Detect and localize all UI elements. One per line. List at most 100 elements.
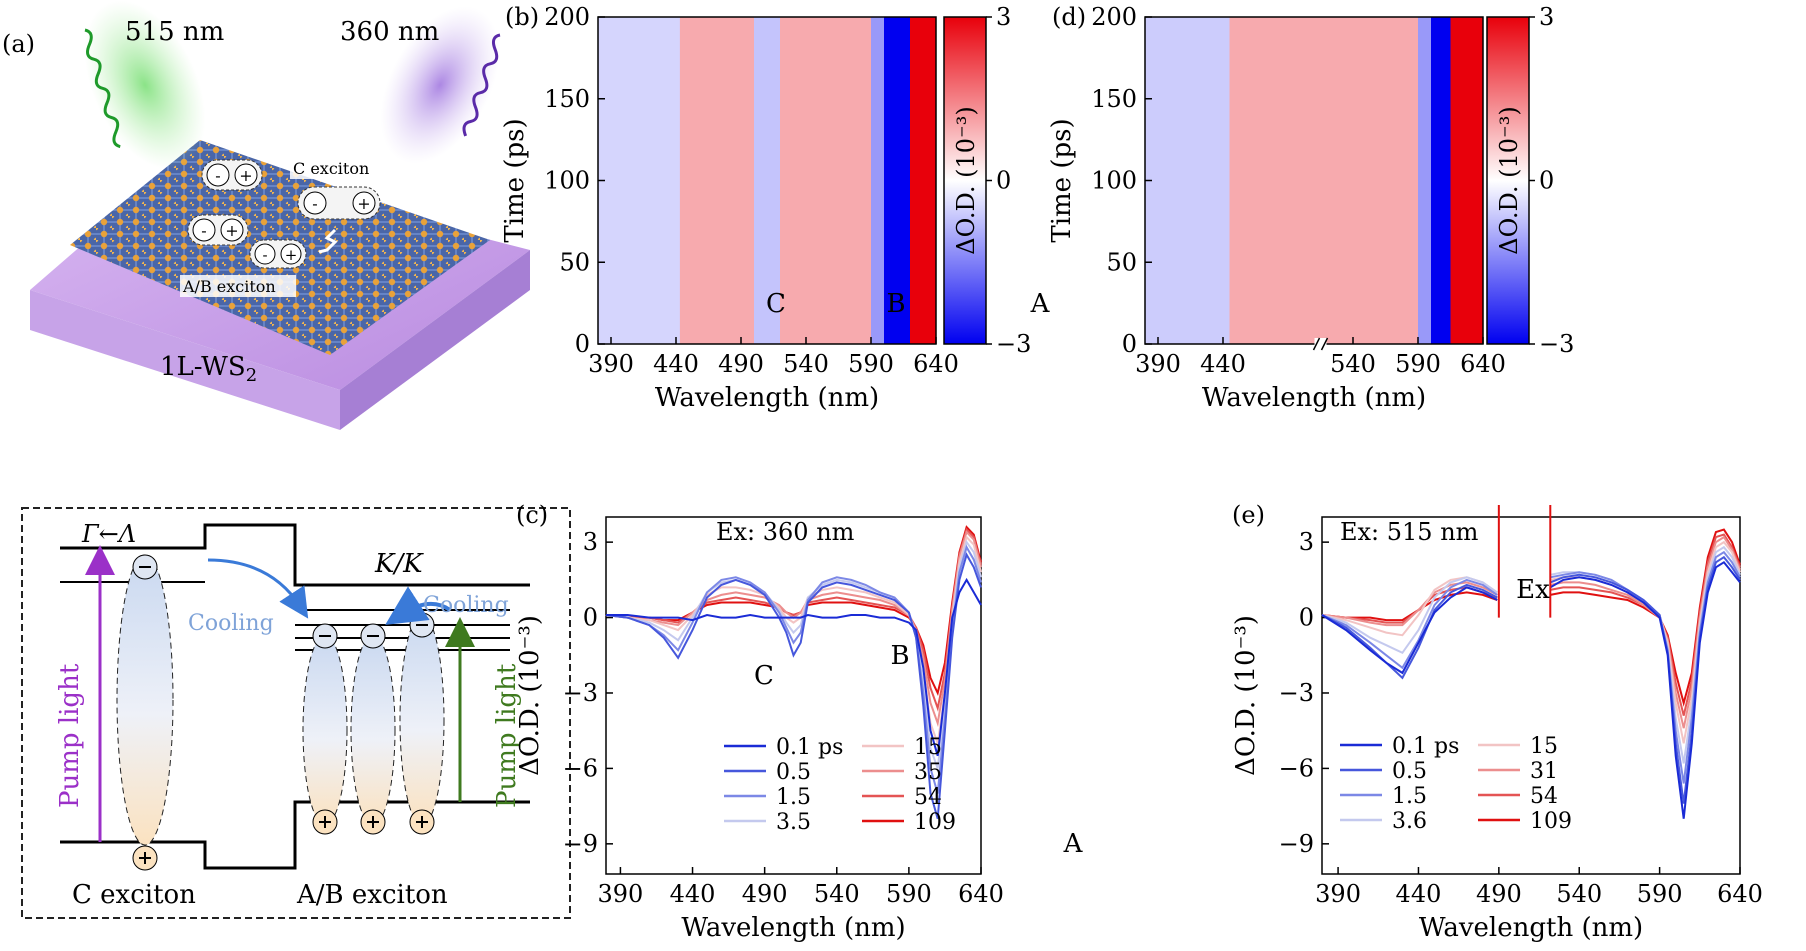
heatmap-band xyxy=(884,17,911,344)
y-tick-label: 0 xyxy=(575,330,590,358)
ab-exciton-oval-2 xyxy=(350,634,396,826)
series-line xyxy=(606,577,982,757)
y-tick-label: −9 xyxy=(1279,830,1314,858)
hole-sign: + xyxy=(357,194,370,213)
y-tick-label: 0 xyxy=(583,604,598,632)
electron-sign: - xyxy=(201,221,206,240)
x-tick-label: 490 xyxy=(718,350,764,378)
cooling-arrow-left xyxy=(207,558,309,619)
exciton-pair-1: - + xyxy=(201,159,263,191)
x-tick-label: 390 xyxy=(1135,350,1181,378)
axis-break-mark xyxy=(1320,337,1329,351)
heatmap-band xyxy=(871,17,885,344)
heatmap-band xyxy=(780,17,872,344)
y-tick-label: −6 xyxy=(563,754,598,782)
legend-label: 15 xyxy=(914,735,942,760)
ab-exciton-oval-3 xyxy=(399,614,445,826)
exciton-pair-3: - + xyxy=(249,239,307,269)
beam-360-label: 360 nm xyxy=(340,17,439,47)
y-axis-label: Time (ps) xyxy=(1047,118,1077,242)
y-tick-label: −3 xyxy=(1279,679,1314,707)
y-tick-label: −3 xyxy=(563,679,598,707)
y-tick-label: 50 xyxy=(1106,248,1137,276)
x-tick-label: 440 xyxy=(670,880,716,908)
legend-label: 1.5 xyxy=(1392,784,1427,809)
substrate-side xyxy=(340,250,530,430)
x-tick-label: 490 xyxy=(1476,880,1522,908)
peak-annotation: B xyxy=(886,289,905,319)
y-axis-label: Time (ps) xyxy=(500,118,530,242)
chart-e-spectra: (e) 390 440 490 540 590 640 −9 −6 −3 0 3 Wavelength … xyxy=(1231,501,1763,943)
colorbar-label: ΔO.D. (10⁻³) xyxy=(952,106,980,254)
purple-beam-glow xyxy=(380,6,500,164)
green-beam-glow xyxy=(84,0,206,170)
band-diagram: Γ←Λ K/K Cooling Cooling Pump light Pump … xyxy=(21,507,571,919)
colorbar-tick-label: 0 xyxy=(1539,167,1554,195)
cooling-arrow-right xyxy=(385,586,452,625)
legend-label: 3.5 xyxy=(776,810,811,835)
substrate-front xyxy=(30,290,340,430)
series-line xyxy=(605,539,982,769)
c-exciton-tag: C exciton xyxy=(293,159,369,178)
legend-label: 109 xyxy=(914,810,956,835)
x-tick-label: 590 xyxy=(1637,880,1683,908)
y-axis-label: ΔO.D. (10⁻³) xyxy=(1231,615,1261,776)
c-exciton-oval xyxy=(116,554,174,846)
chart-b-heatmap: (b) 390 440 490 540 590 640 0 50 100 150 200 Wavelen… xyxy=(500,3,1051,413)
x-tick-label: 390 xyxy=(588,350,634,378)
heatmap-band xyxy=(679,17,755,344)
legend-label: 0.1 ps xyxy=(776,735,843,760)
x-tick-label: 540 xyxy=(1330,350,1376,378)
x-tick-label: 440 xyxy=(1200,350,1246,378)
y-tick-label: −6 xyxy=(1279,754,1314,782)
peak-annotation: C xyxy=(754,661,774,691)
relaxation-arrow-icon xyxy=(318,228,338,254)
x-tick-label: 590 xyxy=(848,350,894,378)
colorbar-tick-label: −3 xyxy=(1539,330,1574,358)
ab-exciton-oval-1 xyxy=(302,634,348,826)
hole-sign: + xyxy=(239,166,252,185)
c-exciton-pair: - + xyxy=(297,186,381,220)
panel-a-illustration: (a) 515 nm 360 nm - + - + xyxy=(2,0,530,430)
hole-sign: + xyxy=(285,246,298,264)
chart-title: Ex: 360 nm xyxy=(716,518,855,546)
legend-label: 0.1 ps xyxy=(1392,734,1459,759)
exciton-pair-2: - + xyxy=(187,214,249,246)
panel-label: (e) xyxy=(1232,501,1265,529)
x-axis-label: Wavelength (nm) xyxy=(1202,383,1426,413)
peak-annotation: C xyxy=(766,289,786,319)
hole-sign: + xyxy=(225,221,238,240)
y-tick-label: 100 xyxy=(1091,167,1137,195)
x-axis-label: Wavelength (nm) xyxy=(655,383,879,413)
y-tick-label: 3 xyxy=(583,528,598,556)
y-axis-label: ΔO.D. (10⁻³) xyxy=(515,615,545,776)
peak-annotation: Ex xyxy=(1516,575,1550,605)
panel-label: (d) xyxy=(1052,3,1086,31)
x-tick-label: 540 xyxy=(814,880,860,908)
y-tick-label: 150 xyxy=(1091,85,1137,113)
colorbar-label: ΔO.D. (10⁻³) xyxy=(1495,106,1523,254)
x-tick-label: 590 xyxy=(1395,350,1441,378)
x-tick-label: 440 xyxy=(1396,880,1442,908)
gamma-lambda-label: Γ←Λ xyxy=(81,520,136,548)
legend-label: 54 xyxy=(1530,784,1558,809)
y-tick-label: −9 xyxy=(563,830,598,858)
beam-515-label: 515 nm xyxy=(125,17,224,47)
y-tick-label: 200 xyxy=(1091,3,1137,31)
axis-break-mark xyxy=(1312,337,1321,351)
legend-label: 0.5 xyxy=(1392,759,1427,784)
x-tick-label: 640 xyxy=(913,350,959,378)
panel-label: (b) xyxy=(505,3,539,31)
y-tick-label: 50 xyxy=(559,248,590,276)
x-tick-label: 540 xyxy=(1556,880,1602,908)
electron-sign: - xyxy=(312,194,317,213)
x-tick-label: 390 xyxy=(1315,880,1361,908)
legend-label: 3.6 xyxy=(1392,809,1427,834)
y-tick-label: 3 xyxy=(1299,528,1314,556)
heatmap-band xyxy=(1145,17,1230,344)
heatmap-band xyxy=(754,17,781,344)
panel-label: (c) xyxy=(516,501,548,529)
x-tick-label: 490 xyxy=(742,880,788,908)
heatmap-band xyxy=(598,17,681,344)
